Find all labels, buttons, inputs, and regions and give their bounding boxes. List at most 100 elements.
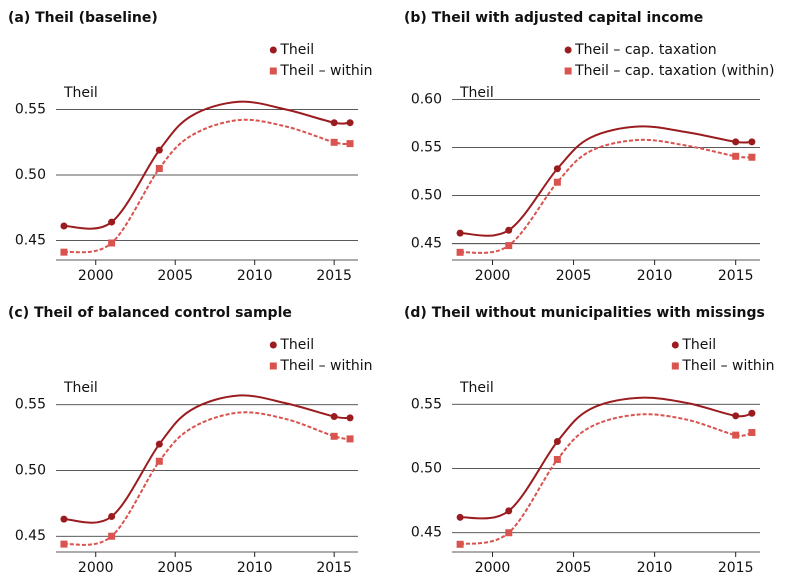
marker (553, 165, 561, 173)
legend: Theil Theil – within (671, 337, 775, 374)
marker (346, 119, 354, 127)
y-tick-label: 0.55 (15, 102, 46, 118)
series-line (63, 411, 351, 546)
panel-title: (c) Theil of balanced control sample (8, 305, 292, 321)
panel-title: (b) Theil with adjusted capital income (404, 10, 703, 26)
panel-title: (a) Theil (baseline) (8, 10, 158, 26)
marker (732, 138, 740, 146)
legend-symbol (269, 362, 277, 370)
y-tick-label: 0.50 (411, 188, 442, 204)
marker (346, 435, 354, 443)
marker (108, 218, 116, 226)
y-tick-label: 0.45 (411, 236, 442, 252)
marker (505, 242, 513, 250)
legend-label: Theil (681, 337, 716, 353)
x-tick-label: 2010 (637, 560, 673, 576)
marker (346, 414, 354, 422)
series-line (459, 138, 752, 254)
x-tick-label: 2005 (556, 560, 592, 576)
marker (456, 540, 464, 548)
marker (330, 432, 338, 440)
marker (748, 138, 756, 146)
x-tick-label: 2010 (237, 268, 273, 284)
legend-label: Theil – cap. taxation (574, 42, 717, 58)
marker (60, 222, 68, 230)
legend-label: Theil – within (279, 63, 372, 79)
marker (553, 438, 561, 446)
marker (732, 152, 740, 160)
panel: (c) Theil of balanced control sample 0.45… (8, 305, 373, 576)
panel-title: (d) Theil without municipalities with mi… (404, 305, 765, 321)
marker (456, 248, 464, 256)
marker (330, 138, 338, 146)
panel: (d) Theil without municipalities with mi… (404, 305, 775, 576)
y-tick-label: 0.45 (15, 528, 46, 544)
x-tick-label: 2000 (475, 268, 511, 284)
series-line (63, 100, 351, 230)
panel: (b) Theil with adjusted capital income 0.… (404, 10, 775, 284)
marker (330, 413, 338, 421)
y-tick-label: 0.45 (411, 525, 442, 541)
marker (505, 529, 513, 537)
y-tick-label: 0.55 (411, 140, 442, 156)
y-tick-label: 0.60 (411, 92, 442, 108)
legend-symbol (671, 362, 679, 370)
marker (155, 146, 163, 154)
legend-label: Theil (279, 42, 314, 58)
series-line (459, 396, 753, 520)
legend-label: Theil – cap. taxation (within) (574, 63, 774, 79)
legend-symbol (671, 341, 679, 349)
x-tick-label: 2010 (637, 268, 673, 284)
series-line (459, 413, 753, 546)
series-line (460, 125, 752, 237)
y-tick-label: 0.50 (15, 462, 46, 478)
legend: Theil – cap. taxation Theil – cap. taxati… (564, 42, 775, 79)
series-line (63, 118, 351, 254)
x-tick-label: 2000 (78, 560, 114, 576)
x-tick-label: 2000 (78, 268, 114, 284)
legend-symbol (269, 67, 277, 75)
y-tick-label: 0.55 (411, 396, 442, 412)
x-tick-label: 2015 (718, 560, 754, 576)
x-tick-label: 2005 (556, 268, 592, 284)
marker (748, 409, 756, 417)
y-tick-label: 0.50 (411, 461, 442, 477)
marker (748, 153, 756, 161)
marker (60, 248, 68, 256)
marker (155, 440, 163, 448)
series-line (63, 394, 351, 524)
x-tick-label: 2005 (157, 268, 193, 284)
y-tick-label: 0.50 (15, 167, 46, 183)
marker (553, 456, 561, 464)
x-tick-label: 2010 (237, 560, 273, 576)
marker (155, 164, 163, 172)
y-tick-label: 0.55 (15, 397, 46, 413)
marker (732, 412, 740, 420)
legend: Theil Theil – within (269, 337, 373, 374)
marker (456, 229, 464, 237)
marker (108, 532, 116, 540)
legend-symbol (564, 46, 572, 54)
marker (108, 239, 116, 247)
marker (108, 512, 116, 520)
legend-label: Theil (279, 337, 314, 353)
y-axis-label: Theil (459, 85, 494, 101)
marker (60, 540, 68, 548)
legend-label: Theil – within (279, 358, 372, 374)
marker (505, 226, 513, 234)
legend-symbol (269, 46, 277, 54)
marker (60, 515, 68, 523)
y-tick-label: 0.45 (15, 232, 46, 248)
marker (155, 457, 163, 465)
x-tick-label: 2005 (157, 560, 193, 576)
x-tick-label: 2015 (718, 268, 754, 284)
marker (553, 178, 561, 186)
marker (330, 119, 338, 127)
x-tick-label: 2000 (475, 560, 511, 576)
y-axis-label: Theil (459, 380, 494, 396)
marker (346, 140, 354, 148)
x-tick-label: 2015 (316, 560, 352, 576)
legend-symbol (269, 341, 277, 349)
legend-symbol (564, 67, 572, 75)
